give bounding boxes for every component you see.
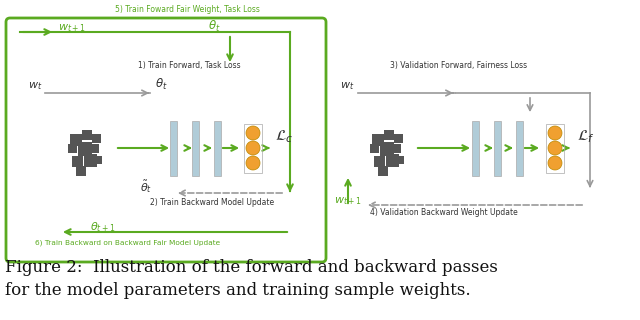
Bar bbox=[78, 142, 92, 156]
Text: 6) Train Backward on Backward Fair Model Update: 6) Train Backward on Backward Fair Model… bbox=[35, 240, 220, 246]
Text: for the model parameters and training sample weights.: for the model parameters and training sa… bbox=[5, 282, 470, 299]
FancyBboxPatch shape bbox=[493, 121, 500, 175]
Text: 3) Validation Forward, Fairness Loss: 3) Validation Forward, Fairness Loss bbox=[390, 61, 527, 70]
FancyBboxPatch shape bbox=[472, 121, 479, 175]
Circle shape bbox=[548, 126, 562, 140]
Circle shape bbox=[246, 156, 260, 170]
Bar bbox=[386, 154, 399, 167]
Bar bbox=[84, 154, 97, 167]
Text: Figure 2:  Illustration of the forward and backward passes: Figure 2: Illustration of the forward an… bbox=[5, 259, 498, 276]
Bar bbox=[70, 134, 82, 146]
Text: $w_t$: $w_t$ bbox=[28, 80, 42, 92]
Bar bbox=[394, 134, 403, 143]
Bar bbox=[94, 156, 102, 164]
Text: $w_{t+1}$: $w_{t+1}$ bbox=[58, 22, 86, 34]
Text: $w_t$: $w_t$ bbox=[340, 80, 355, 92]
Text: $\mathcal{L}_c$: $\mathcal{L}_c$ bbox=[275, 128, 293, 145]
Circle shape bbox=[246, 126, 260, 140]
Bar bbox=[384, 130, 394, 140]
Text: 2) Train Backward Model Update: 2) Train Backward Model Update bbox=[150, 198, 274, 207]
Bar bbox=[90, 144, 99, 153]
Bar bbox=[546, 124, 564, 172]
Circle shape bbox=[548, 156, 562, 170]
Text: 1) Train Forward, Task Loss: 1) Train Forward, Task Loss bbox=[138, 61, 241, 70]
Bar bbox=[92, 134, 101, 143]
Bar bbox=[374, 156, 385, 167]
Bar bbox=[244, 124, 262, 172]
Bar bbox=[380, 142, 394, 156]
Text: $\tilde{\theta}_t$: $\tilde{\theta}_t$ bbox=[140, 178, 152, 195]
Text: $\theta_t$: $\theta_t$ bbox=[208, 19, 221, 34]
FancyBboxPatch shape bbox=[515, 121, 522, 175]
Text: 5) Train Foward Fair Weight, Task Loss: 5) Train Foward Fair Weight, Task Loss bbox=[115, 5, 260, 14]
FancyBboxPatch shape bbox=[170, 121, 177, 175]
Bar bbox=[378, 166, 388, 176]
Text: $w_{t+1}$: $w_{t+1}$ bbox=[334, 195, 362, 207]
FancyBboxPatch shape bbox=[191, 121, 198, 175]
Circle shape bbox=[548, 141, 562, 155]
Bar bbox=[76, 166, 86, 176]
Bar bbox=[372, 134, 384, 146]
Bar bbox=[72, 156, 83, 167]
Bar bbox=[392, 144, 401, 153]
FancyBboxPatch shape bbox=[214, 121, 221, 175]
Bar bbox=[396, 156, 404, 164]
Bar bbox=[68, 144, 77, 153]
Bar bbox=[370, 144, 379, 153]
Bar bbox=[82, 130, 92, 140]
Text: $\mathcal{L}_f$: $\mathcal{L}_f$ bbox=[577, 128, 595, 145]
Circle shape bbox=[246, 141, 260, 155]
Text: $\theta_{t+1}$: $\theta_{t+1}$ bbox=[90, 220, 116, 234]
Text: 4) Validation Backward Weight Update: 4) Validation Backward Weight Update bbox=[370, 208, 518, 217]
Text: $\theta_t$: $\theta_t$ bbox=[155, 77, 168, 92]
